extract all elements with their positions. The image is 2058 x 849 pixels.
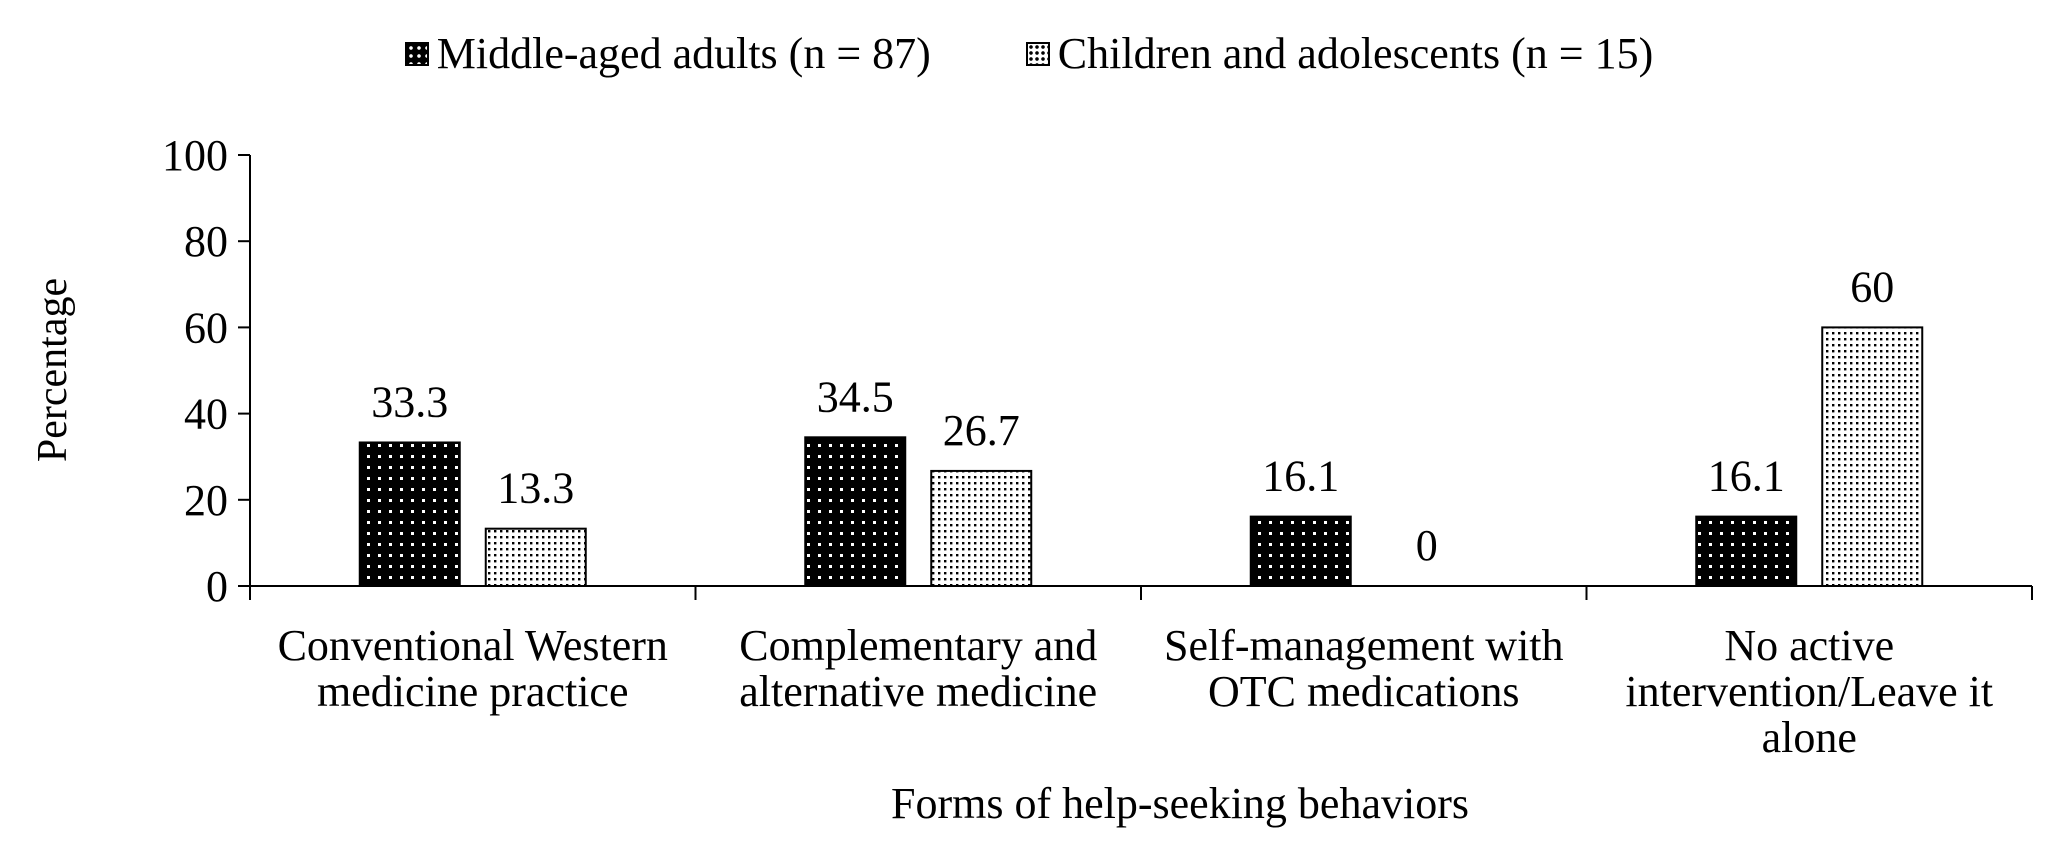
data-label: 34.5 (817, 372, 894, 421)
bar-middle-aged (804, 436, 907, 587)
y-tick-label: 100 (162, 131, 228, 180)
x-tick-label: Conventional Western medicine practice (278, 621, 668, 716)
data-label: 16.1 (1262, 452, 1339, 501)
y-axis-title: Percentage (30, 278, 76, 462)
bars (358, 326, 1924, 588)
data-labels: 33.3 13.3 34.5 26.7 16.1 0 16.1 60 (371, 262, 1894, 570)
y-tick-label: 20 (184, 476, 228, 525)
bar-middle-aged (1695, 515, 1798, 588)
data-label: 60 (1850, 262, 1894, 311)
y-tick-label: 40 (184, 390, 228, 439)
legend-label-children: Children and adolescents (n = 15) (1057, 29, 1654, 78)
legend-swatch-children (1025, 41, 1050, 66)
legend: Middle-aged adults (n = 87) Children and… (0, 28, 2058, 79)
x-axis: Conventional Western medicine practice Com… (249, 585, 2033, 762)
bar-children (1821, 326, 1924, 587)
data-label: 33.3 (371, 377, 448, 426)
legend-swatch-middle-aged (404, 41, 429, 66)
y-tick-label: 60 (184, 303, 228, 352)
bar-middle-aged (358, 441, 461, 587)
x-tick-label: Complementary and alternative medicine (739, 621, 1097, 716)
data-label: 13.3 (497, 464, 574, 513)
bar-children (930, 469, 1033, 588)
x-tick-label: No active intervention/Leave it alone (1625, 621, 1993, 762)
bar-middle-aged (1249, 515, 1352, 588)
data-label: 0 (1416, 521, 1438, 570)
bar-children (484, 527, 587, 587)
x-tick-label: Self-management with OTC medications (1164, 621, 1564, 716)
data-label: 26.7 (943, 406, 1020, 455)
data-label: 16.1 (1708, 452, 1785, 501)
x-axis-title: Forms of help-seeking behaviors (891, 779, 1469, 828)
y-axis: 0 20 40 60 80 100 (162, 131, 251, 611)
y-tick-label: 80 (184, 217, 228, 266)
y-tick-label: 0 (206, 562, 228, 611)
legend-item-children: Children and adolescents (n = 15) (1025, 28, 1654, 79)
legend-label-middle-aged: Middle-aged adults (n = 87) (436, 29, 931, 78)
legend-item-middle-aged: Middle-aged adults (n = 87) (404, 28, 931, 79)
